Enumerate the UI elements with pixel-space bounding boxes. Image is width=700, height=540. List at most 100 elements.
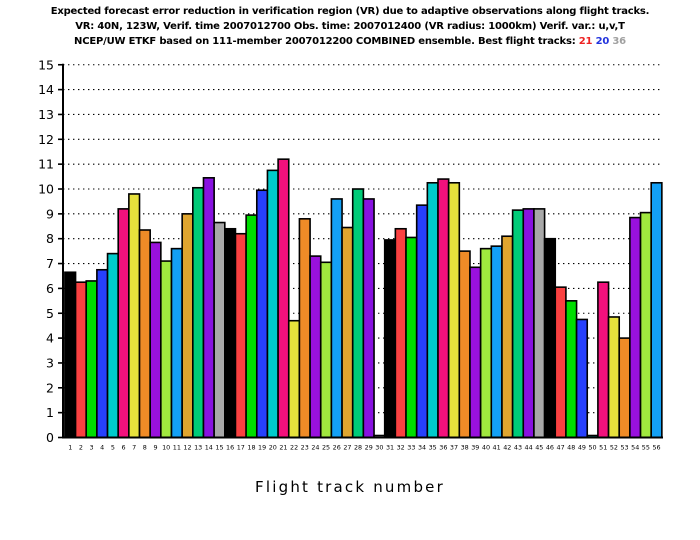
x-tick-label-41: 41: [493, 444, 501, 452]
bar-3: [85, 280, 98, 439]
x-tick-label-46: 46: [546, 444, 554, 452]
x-tick-label-33: 33: [407, 444, 415, 452]
x-tick-label-26: 26: [333, 444, 341, 452]
bar-19: [255, 189, 269, 439]
bar-45: [533, 208, 546, 439]
bar-24: [309, 255, 322, 439]
x-tick-label-44: 44: [525, 444, 533, 452]
x-tick-label-47: 47: [557, 444, 565, 452]
bar-13: [192, 186, 205, 439]
bar-7: [128, 193, 141, 439]
x-tick-label-23: 23: [301, 444, 309, 452]
y-tick-label-4: 4: [46, 331, 54, 346]
bar-18: [245, 214, 258, 439]
x-tick-label-54: 54: [631, 444, 639, 452]
x-tick-label-27: 27: [343, 444, 351, 452]
bar-51: [597, 281, 610, 439]
bar-31: [383, 239, 397, 439]
x-tick-label-28: 28: [354, 444, 362, 452]
x-tick-label-51: 51: [599, 444, 607, 452]
bar-54: [629, 216, 642, 439]
bar-38: [458, 250, 471, 439]
bar-17: [234, 232, 247, 439]
y-tick-label-11: 11: [38, 157, 54, 172]
y-tick-label-15: 15: [38, 57, 54, 72]
bar-33: [405, 236, 418, 439]
bar-56: [650, 181, 663, 439]
x-tick-label-36: 36: [439, 444, 447, 452]
bar-39: [469, 266, 482, 439]
chart-title-line-3-text: NCEP/UW ETKF based on 111-member 2007012…: [74, 36, 579, 47]
bar-21: [277, 158, 290, 439]
bar-40: [479, 247, 493, 439]
x-tick-label-34: 34: [418, 444, 426, 452]
bar-6: [117, 208, 130, 439]
bar-46: [543, 237, 557, 439]
x-tick-label-3: 3: [90, 444, 94, 452]
chart-title-line-2: VR: 40N, 123W, Verif. time 2007012700 Ob…: [75, 21, 625, 32]
bar-47: [554, 286, 567, 439]
x-tick-label-12: 12: [183, 444, 191, 452]
best-flight-tracks: 21 20 36: [579, 36, 626, 47]
y-tick-label-9: 9: [46, 206, 54, 221]
x-tick-label-29: 29: [365, 444, 373, 452]
x-tick-label-1: 1: [68, 444, 72, 452]
x-tick-label-37: 37: [450, 444, 458, 452]
x-tick-label-50: 50: [588, 444, 596, 452]
bar-26: [330, 198, 343, 439]
x-tick-label-11: 11: [173, 444, 181, 452]
x-axis-title: Flight track number: [255, 478, 445, 496]
y-tick-label-8: 8: [46, 231, 54, 246]
bar-27: [341, 226, 354, 439]
y-tick-label-2: 2: [46, 380, 54, 395]
bar-37: [447, 181, 461, 439]
y-tick-label-10: 10: [38, 182, 54, 197]
x-tick-label-10: 10: [162, 444, 170, 452]
y-tick-label-3: 3: [46, 355, 54, 370]
bar-52: [607, 316, 621, 439]
x-tick-label-5: 5: [111, 444, 115, 452]
x-tick-label-16: 16: [226, 444, 234, 452]
bar-4: [96, 268, 109, 439]
x-tick-label-6: 6: [121, 444, 125, 452]
bar-42: [501, 235, 514, 439]
y-tick-label-1: 1: [46, 405, 54, 420]
bar-41: [490, 245, 503, 439]
chart-title-line-3: NCEP/UW ETKF based on 111-member 2007012…: [0, 36, 700, 47]
y-tick-label-7: 7: [46, 256, 54, 271]
x-tick-label-2: 2: [79, 444, 83, 452]
bar-15: [213, 221, 226, 439]
x-tick-label-19: 19: [258, 444, 266, 452]
x-tick-label-35: 35: [429, 444, 437, 452]
bar-5: [106, 252, 120, 439]
y-tick-label-0: 0: [46, 430, 54, 445]
x-tick-label-43: 43: [514, 444, 522, 452]
x-tick-label-39: 39: [471, 444, 479, 452]
x-tick-label-42: 42: [503, 444, 511, 452]
best-track-21: 21: [578, 36, 593, 47]
x-tick-label-9: 9: [153, 444, 157, 452]
y-tick-label-13: 13: [38, 107, 54, 122]
bar-10: [160, 260, 173, 439]
x-tick-label-18: 18: [247, 444, 255, 452]
x-tick-label-4: 4: [100, 444, 104, 452]
bar-12: [181, 213, 194, 439]
bar-34: [415, 204, 429, 439]
bar-43: [511, 209, 525, 439]
bar-44: [522, 208, 535, 439]
bar-11: [170, 247, 183, 439]
bar-48: [565, 300, 578, 439]
bar-14: [202, 177, 215, 439]
x-tick-label-49: 49: [578, 444, 586, 452]
bar-23: [298, 218, 311, 439]
x-tick-label-22: 22: [290, 444, 298, 452]
bar-29: [362, 198, 375, 439]
x-tick-label-14: 14: [205, 444, 213, 452]
x-tick-label-15: 15: [215, 444, 223, 452]
bar-49: [575, 318, 589, 439]
bar-36: [437, 178, 450, 439]
chart-title-line-1: Expected forecast error reduction in ver…: [50, 6, 650, 17]
x-tick-label-8: 8: [143, 444, 147, 452]
bar-32: [394, 227, 407, 439]
bar-53: [618, 337, 631, 439]
